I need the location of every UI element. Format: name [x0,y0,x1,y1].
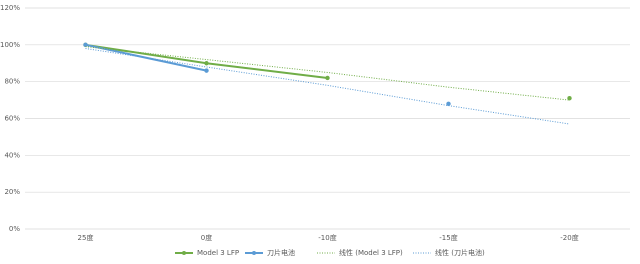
y-tick-label: 100% [0,41,20,49]
y-tick-label: 40% [4,151,20,159]
series-line [86,45,570,98]
data-point [446,101,451,106]
data-point [204,68,209,73]
data-point [325,75,330,81]
data-point [567,96,572,101]
x-tick-label: -20度 [560,233,578,242]
legend-marker [182,251,186,255]
trend-line [85,48,570,125]
legend-label: Model 3 LFP [197,249,239,257]
legend-marker [252,251,256,255]
legend-label: 线性 (刀片电池) [435,248,485,257]
y-tick-label: 20% [4,188,20,196]
legend-label: 刀片电池 [267,248,295,257]
y-tick-label: 120% [0,4,20,12]
x-tick-label: -15度 [439,233,457,242]
data-point [83,42,88,48]
y-tick-label: 0% [9,225,20,233]
x-tick-label: -10度 [318,233,336,242]
legend-label: 线性 (Model 3 LFP) [339,248,403,257]
data-point [204,61,209,66]
x-tick-label: 0度 [201,233,212,242]
trend-line [85,46,570,101]
y-tick-label: 60% [4,115,20,123]
y-tick-label: 80% [4,78,20,86]
x-tick-label: 25度 [78,233,94,242]
